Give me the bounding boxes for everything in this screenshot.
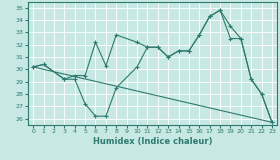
X-axis label: Humidex (Indice chaleur): Humidex (Indice chaleur) — [93, 137, 212, 146]
